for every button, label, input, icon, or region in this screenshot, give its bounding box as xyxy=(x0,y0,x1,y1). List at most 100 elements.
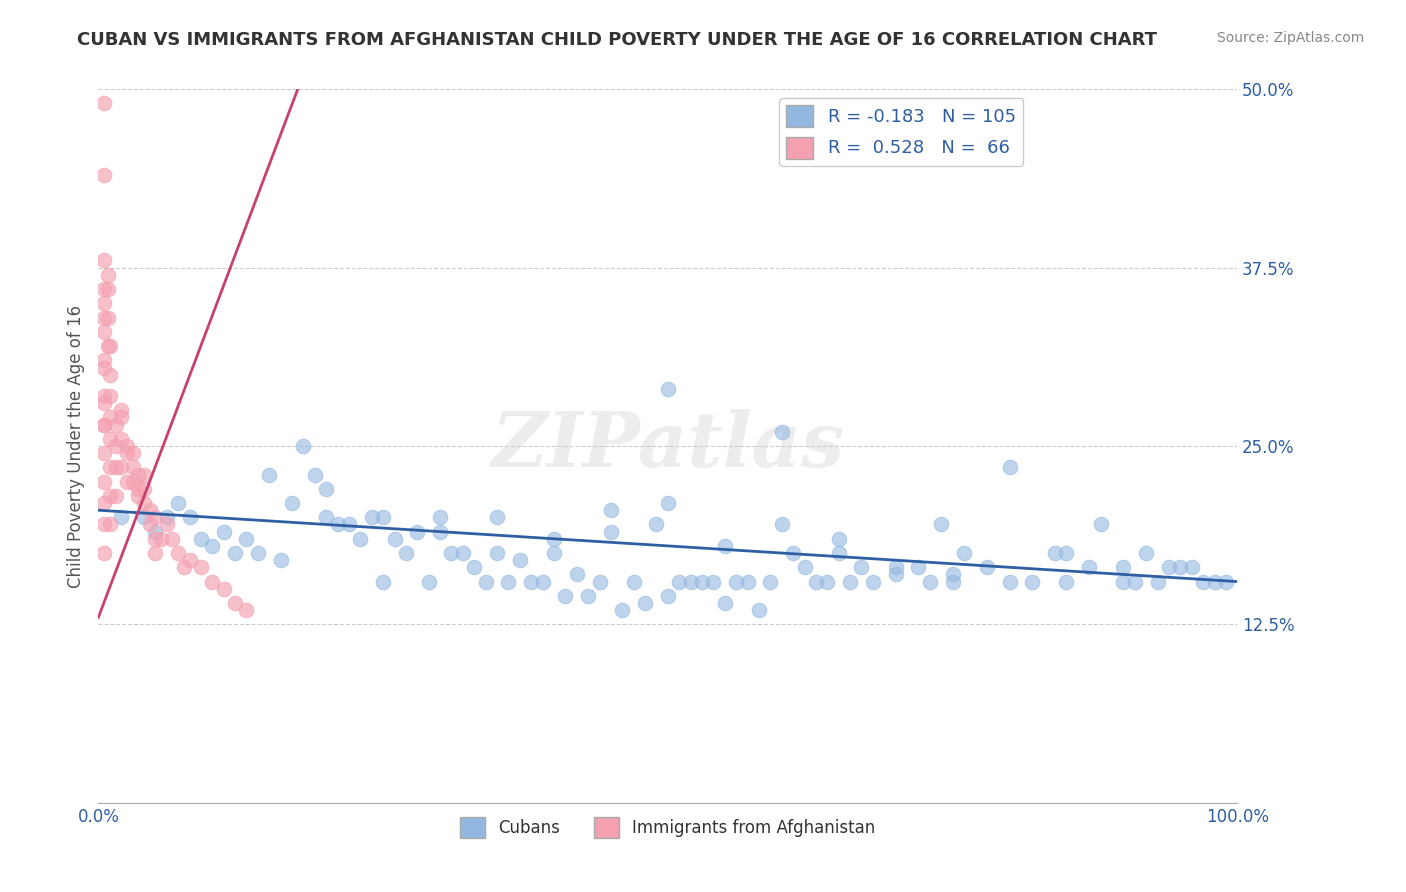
Point xyxy=(543,546,565,560)
Point xyxy=(1192,574,1215,589)
Point xyxy=(702,574,724,589)
Point xyxy=(657,589,679,603)
Point xyxy=(554,589,576,603)
Point xyxy=(93,353,115,368)
Point xyxy=(429,524,451,539)
Point xyxy=(93,417,115,432)
Point xyxy=(93,396,115,410)
Point xyxy=(93,282,115,296)
Point xyxy=(212,524,235,539)
Point xyxy=(349,532,371,546)
Point xyxy=(93,253,115,268)
Point xyxy=(942,567,965,582)
Point xyxy=(714,596,737,610)
Point xyxy=(292,439,315,453)
Point xyxy=(509,553,531,567)
Point xyxy=(115,439,138,453)
Point xyxy=(360,510,382,524)
Point xyxy=(1135,546,1157,560)
Point xyxy=(634,596,657,610)
Point xyxy=(371,574,394,589)
Point xyxy=(132,467,155,482)
Point xyxy=(246,546,269,560)
Text: ZIPatlas: ZIPatlas xyxy=(491,409,845,483)
Point xyxy=(201,539,224,553)
Point xyxy=(884,567,907,582)
Point xyxy=(98,432,121,446)
Point xyxy=(565,567,588,582)
Point xyxy=(543,532,565,546)
Point xyxy=(93,517,115,532)
Point xyxy=(98,410,121,425)
Point xyxy=(953,546,976,560)
Point xyxy=(98,460,121,475)
Point xyxy=(259,467,281,482)
Point xyxy=(1054,546,1078,560)
Point xyxy=(520,574,543,589)
Point xyxy=(190,560,212,574)
Point xyxy=(884,560,907,574)
Point xyxy=(1112,560,1135,574)
Point xyxy=(793,560,815,574)
Point xyxy=(371,510,394,524)
Point xyxy=(657,496,679,510)
Point xyxy=(110,432,132,446)
Point xyxy=(486,546,509,560)
Point xyxy=(281,496,304,510)
Point xyxy=(645,517,668,532)
Point xyxy=(98,339,121,353)
Point xyxy=(224,546,246,560)
Point xyxy=(145,524,167,539)
Point xyxy=(115,446,138,460)
Point xyxy=(98,517,121,532)
Point xyxy=(657,382,679,396)
Point xyxy=(862,574,884,589)
Point xyxy=(132,482,155,496)
Point xyxy=(235,603,257,617)
Point xyxy=(96,310,118,325)
Point xyxy=(270,553,292,567)
Point xyxy=(156,517,179,532)
Point xyxy=(851,560,873,574)
Text: CUBAN VS IMMIGRANTS FROM AFGHANISTAN CHILD POVERTY UNDER THE AGE OF 16 CORRELATI: CUBAN VS IMMIGRANTS FROM AFGHANISTAN CHI… xyxy=(77,31,1157,49)
Point xyxy=(1157,560,1180,574)
Point xyxy=(406,524,429,539)
Text: Source: ZipAtlas.com: Source: ZipAtlas.com xyxy=(1216,31,1364,45)
Point xyxy=(942,574,965,589)
Point xyxy=(167,546,190,560)
Point xyxy=(132,496,155,510)
Legend: Cubans, Immigrants from Afghanistan: Cubans, Immigrants from Afghanistan xyxy=(454,811,882,845)
Point xyxy=(600,524,623,539)
Point xyxy=(668,574,690,589)
Point xyxy=(96,282,118,296)
Point xyxy=(337,517,360,532)
Point xyxy=(770,517,793,532)
Point xyxy=(725,574,748,589)
Point xyxy=(440,546,463,560)
Point xyxy=(429,510,451,524)
Point xyxy=(162,532,184,546)
Point xyxy=(839,574,862,589)
Point xyxy=(690,574,713,589)
Point xyxy=(121,446,143,460)
Point xyxy=(748,603,770,617)
Point xyxy=(451,546,474,560)
Point xyxy=(145,510,167,524)
Point xyxy=(531,574,554,589)
Point xyxy=(127,467,149,482)
Point xyxy=(173,560,195,574)
Point xyxy=(93,446,115,460)
Point xyxy=(588,574,610,589)
Point xyxy=(98,389,121,403)
Point xyxy=(98,368,121,382)
Point xyxy=(804,574,827,589)
Point xyxy=(156,510,179,524)
Point xyxy=(93,96,115,111)
Point xyxy=(304,467,326,482)
Point xyxy=(93,496,115,510)
Point xyxy=(104,439,127,453)
Point xyxy=(1170,560,1192,574)
Point xyxy=(132,510,155,524)
Point xyxy=(498,574,520,589)
Point xyxy=(93,296,115,310)
